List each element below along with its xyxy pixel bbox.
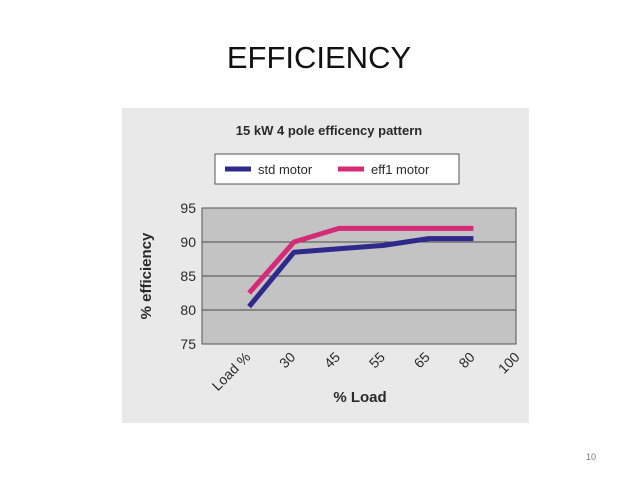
- y-tick-label: 95: [180, 200, 196, 216]
- series-line-eff1-motor: [247, 225, 474, 295]
- slide-number: 10: [586, 452, 597, 462]
- chart-figure: 15 kW 4 pole efficency pattern std motor…: [122, 108, 529, 423]
- series-lines: [247, 225, 474, 309]
- legend-label-eff1-motor: eff1 motor: [371, 162, 430, 177]
- y-tick-labels: 95 90 85 80 75: [180, 200, 196, 352]
- y-tick-label: 90: [180, 234, 196, 250]
- legend-label-std-motor: std motor: [258, 162, 313, 177]
- slide-title: EFFICIENCY: [226, 40, 412, 75]
- gridlines: [202, 241, 516, 311]
- series-line-std-motor: [247, 236, 474, 309]
- chart-title: 15 kW 4 pole efficency pattern: [236, 123, 422, 138]
- efficiency-chart: 15 kW 4 pole efficency pattern std motor…: [122, 108, 529, 423]
- legend: std motor eff1 motor: [214, 153, 460, 185]
- y-tick-label: 85: [180, 268, 196, 284]
- y-axis-label: % efficiency: [138, 232, 155, 319]
- legend-box: [214, 153, 460, 185]
- y-tick-label: 80: [180, 302, 196, 318]
- x-axis-label: % Load: [333, 389, 386, 406]
- y-tick-label: 75: [180, 336, 196, 352]
